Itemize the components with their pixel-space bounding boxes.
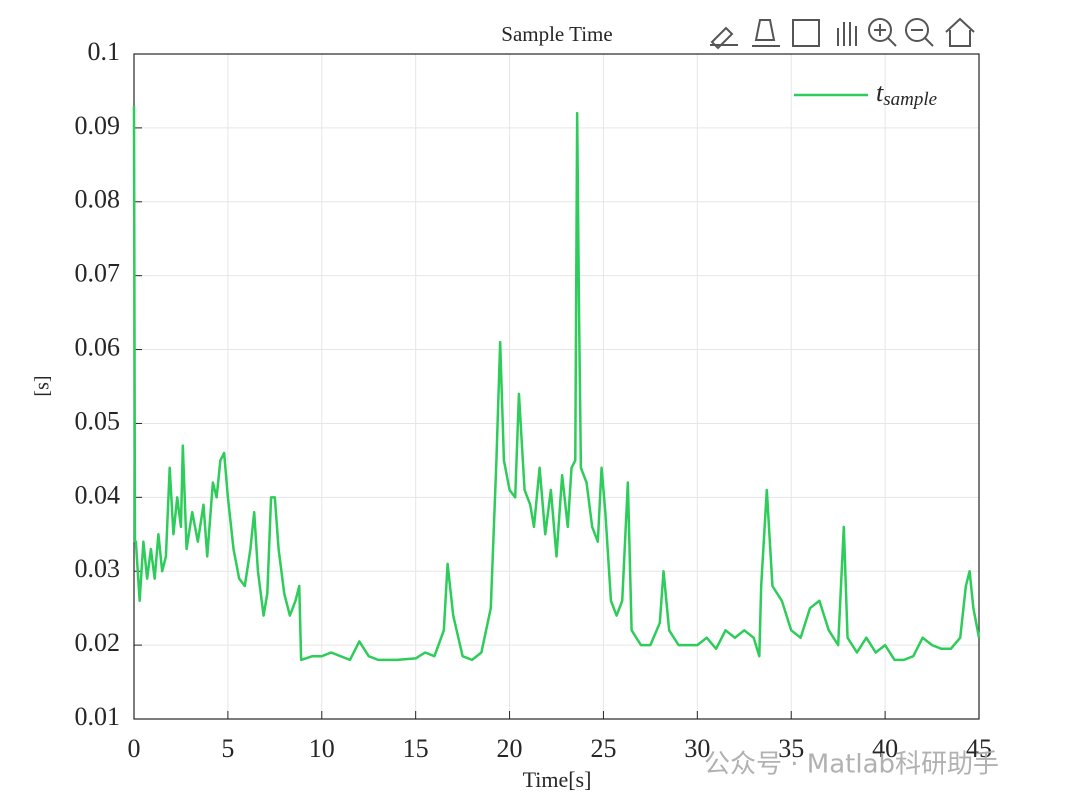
watermark: 公众号 · Matlab科研助手 <box>704 750 999 780</box>
legend-label: tsample <box>876 78 937 110</box>
y-tick-label: 0.01 <box>75 702 121 731</box>
toolbar-icon[interactable] <box>710 26 738 50</box>
x-tick-label: 35 <box>778 734 804 763</box>
x-tick-label: 40 <box>872 734 898 763</box>
y-tick-label: 0.03 <box>75 554 121 583</box>
chart-title: Sample Time <box>501 22 612 46</box>
y-tick-label: 0.07 <box>75 259 121 288</box>
x-tick-label: 25 <box>590 734 616 763</box>
plot-frame <box>133 53 980 720</box>
y-tick-label: 0.08 <box>75 185 121 214</box>
y-tick-label: 0.06 <box>75 333 121 362</box>
x-tick-label: 0 <box>128 734 141 763</box>
toolbar-icon[interactable] <box>905 18 929 42</box>
y-axis-label: [s] <box>32 375 54 396</box>
x-tick-label: 45 <box>966 734 992 763</box>
toolbar-icon[interactable] <box>752 19 780 47</box>
legend-text: t <box>876 78 884 107</box>
x-tick-label: 20 <box>497 734 523 763</box>
y-tick-label: 0.04 <box>75 480 121 509</box>
toolbar <box>710 17 975 50</box>
x-tick-label: 5 <box>221 734 234 763</box>
toolbar-icon[interactable] <box>945 17 975 47</box>
y-tick-label: 0.09 <box>75 111 121 140</box>
x-tick-label: 15 <box>403 734 429 763</box>
legend-subscript: sample <box>883 89 937 110</box>
toolbar-icon[interactable] <box>792 19 820 47</box>
y-tick-label: 0.1 <box>88 37 121 66</box>
toolbar-icon[interactable] <box>837 22 857 46</box>
x-tick-label: 10 <box>309 734 335 763</box>
y-tick-label: 0.02 <box>75 628 121 657</box>
y-tick-label: 0.05 <box>75 406 121 435</box>
toolbar-icon[interactable] <box>868 18 892 42</box>
x-axis-label: Time[s] <box>523 767 592 792</box>
data-line <box>132 105 981 662</box>
x-tick-label: 30 <box>684 734 710 763</box>
